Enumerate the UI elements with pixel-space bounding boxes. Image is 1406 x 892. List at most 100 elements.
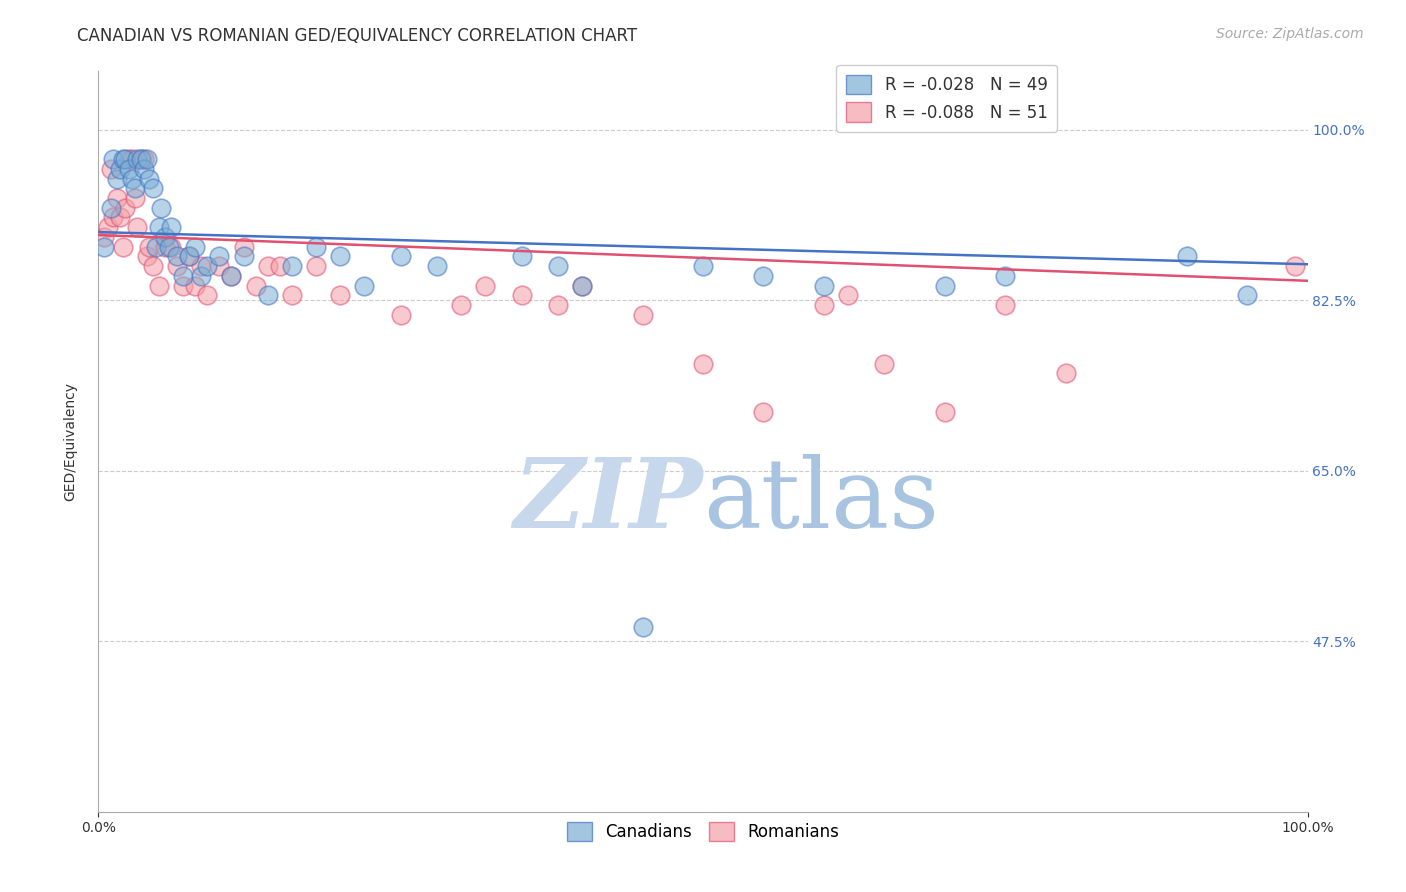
Point	[111, 240, 134, 254]
Point	[148, 220, 170, 235]
Point	[114, 152, 136, 166]
Point	[752, 405, 775, 419]
Point	[450, 298, 472, 312]
Point	[160, 240, 183, 254]
Point	[148, 278, 170, 293]
Point	[195, 259, 218, 273]
Point	[166, 259, 188, 273]
Point	[135, 152, 157, 166]
Point	[184, 240, 207, 254]
Point	[389, 308, 412, 322]
Point	[994, 268, 1017, 283]
Point	[1236, 288, 1258, 302]
Point	[111, 152, 134, 166]
Point	[353, 278, 375, 293]
Point	[631, 619, 654, 633]
Point	[281, 259, 304, 273]
Point	[994, 298, 1017, 312]
Point	[108, 211, 131, 225]
Point	[245, 278, 267, 293]
Point	[124, 191, 146, 205]
Point	[232, 240, 254, 254]
Point	[256, 259, 278, 273]
Point	[100, 161, 122, 176]
Point	[813, 278, 835, 293]
Point	[142, 181, 165, 195]
Point	[329, 288, 352, 302]
Point	[108, 161, 131, 176]
Point	[934, 405, 956, 419]
Point	[190, 268, 212, 283]
Point	[121, 152, 143, 166]
Point	[179, 250, 201, 264]
Point	[510, 250, 533, 264]
Text: ZIP: ZIP	[513, 454, 703, 548]
Point	[138, 240, 160, 254]
Point	[692, 259, 714, 273]
Point	[105, 191, 128, 205]
Point	[232, 250, 254, 264]
Point	[1175, 250, 1198, 264]
Point	[269, 259, 291, 273]
Point	[129, 152, 152, 166]
Point	[547, 259, 569, 273]
Point	[873, 357, 896, 371]
Point	[172, 268, 194, 283]
Point	[100, 201, 122, 215]
Point	[127, 220, 149, 235]
Point	[114, 201, 136, 215]
Point	[190, 259, 212, 273]
Point	[256, 288, 278, 302]
Point	[474, 278, 496, 293]
Point	[179, 250, 201, 264]
Point	[153, 240, 176, 254]
Point	[208, 250, 231, 264]
Point	[221, 268, 243, 283]
Point	[166, 250, 188, 264]
Point	[153, 230, 176, 244]
Point	[221, 268, 243, 283]
Point	[934, 278, 956, 293]
Point	[121, 171, 143, 186]
Point	[1054, 367, 1077, 381]
Legend: Canadians, Romanians: Canadians, Romanians	[561, 815, 845, 847]
Point	[160, 220, 183, 235]
Y-axis label: GED/Equivalency: GED/Equivalency	[63, 382, 77, 501]
Point	[118, 161, 141, 176]
Point	[135, 250, 157, 264]
Text: Source: ZipAtlas.com: Source: ZipAtlas.com	[1216, 27, 1364, 41]
Point	[101, 152, 124, 166]
Text: CANADIAN VS ROMANIAN GED/EQUIVALENCY CORRELATION CHART: CANADIAN VS ROMANIAN GED/EQUIVALENCY COR…	[77, 27, 637, 45]
Point	[172, 278, 194, 293]
Point	[752, 268, 775, 283]
Point	[837, 288, 859, 302]
Point	[329, 250, 352, 264]
Point	[1284, 259, 1306, 273]
Point	[631, 308, 654, 322]
Point	[142, 259, 165, 273]
Point	[105, 171, 128, 186]
Point	[118, 152, 141, 166]
Point	[134, 152, 156, 166]
Text: atlas: atlas	[703, 454, 939, 548]
Point	[145, 240, 167, 254]
Point	[208, 259, 231, 273]
Point	[127, 152, 149, 166]
Point	[813, 298, 835, 312]
Point	[184, 278, 207, 293]
Point	[138, 171, 160, 186]
Point	[305, 240, 328, 254]
Point	[571, 278, 593, 293]
Point	[571, 278, 593, 293]
Point	[281, 288, 304, 302]
Point	[101, 211, 124, 225]
Point	[305, 259, 328, 273]
Point	[389, 250, 412, 264]
Point	[195, 288, 218, 302]
Point	[510, 288, 533, 302]
Point	[134, 161, 156, 176]
Point	[150, 201, 173, 215]
Point	[93, 230, 115, 244]
Point	[157, 240, 180, 254]
Point	[426, 259, 449, 273]
